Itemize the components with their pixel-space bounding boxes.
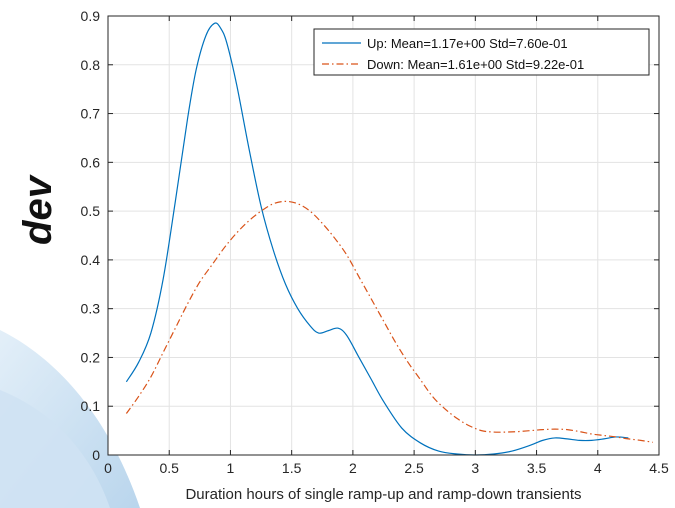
- side-label: dev: [8, 150, 68, 270]
- y-tick-label: 0.2: [81, 349, 101, 365]
- axes-frame: [107, 15, 660, 456]
- y-tick-label: 0.4: [81, 252, 101, 268]
- x-tick-label: 3: [471, 460, 479, 476]
- axis-ticks: 0 0.5 1 1.5 2 2.5 3 3.5 4 4.5 0 0.1 0.2 0.3 0.4 0.5 0.6 0…: [81, 8, 669, 476]
- axes-background: [108, 16, 659, 455]
- side-label-text: dev: [15, 175, 60, 245]
- y-tick-label: 0.5: [81, 203, 101, 219]
- x-tick-label: 3.5: [527, 460, 547, 476]
- x-axis-label: Duration hours of single ramp-up and ram…: [185, 486, 581, 503]
- x-tick-label: 2: [349, 460, 357, 476]
- y-tick-label: 0.1: [81, 398, 101, 414]
- series-up-line: [125, 22, 629, 456]
- legend-label-up: Up: Mean=1.17e+00 Std=7.60e-01: [367, 36, 568, 51]
- y-tick-label: 0.7: [81, 106, 101, 122]
- y-tick-label: 0.3: [81, 301, 101, 317]
- x-tick-label: 1.5: [282, 460, 302, 476]
- legend: Up: Mean=1.17e+00 Std=7.60e-01 Down: Mean…: [313, 28, 650, 76]
- x-tick-label: 0.5: [159, 460, 179, 476]
- legend-box: [313, 28, 650, 76]
- legend-label-down: Down: Mean=1.61e+00 Std=9.22e-01: [367, 57, 584, 72]
- y-tick-label: 0: [92, 447, 100, 463]
- x-tick-label: 1: [227, 460, 235, 476]
- y-tick-label: 0.6: [81, 154, 101, 170]
- y-tick-label: 0.9: [81, 8, 101, 24]
- series-layer: [125, 22, 653, 456]
- x-tick-label: 0: [104, 460, 112, 476]
- x-tick-label: 4: [594, 460, 602, 476]
- y-tick-label: 0.8: [81, 57, 101, 73]
- x-tick-label: 2.5: [404, 460, 424, 476]
- x-tick-label: 4.5: [649, 460, 669, 476]
- series-down-line: [125, 200, 653, 443]
- density-chart: 0 0.5 1 1.5 2 2.5 3 3.5 4 4.5 0 0.1 0.2 0.3 0.4 0.5 0.6 0…: [81, 8, 669, 503]
